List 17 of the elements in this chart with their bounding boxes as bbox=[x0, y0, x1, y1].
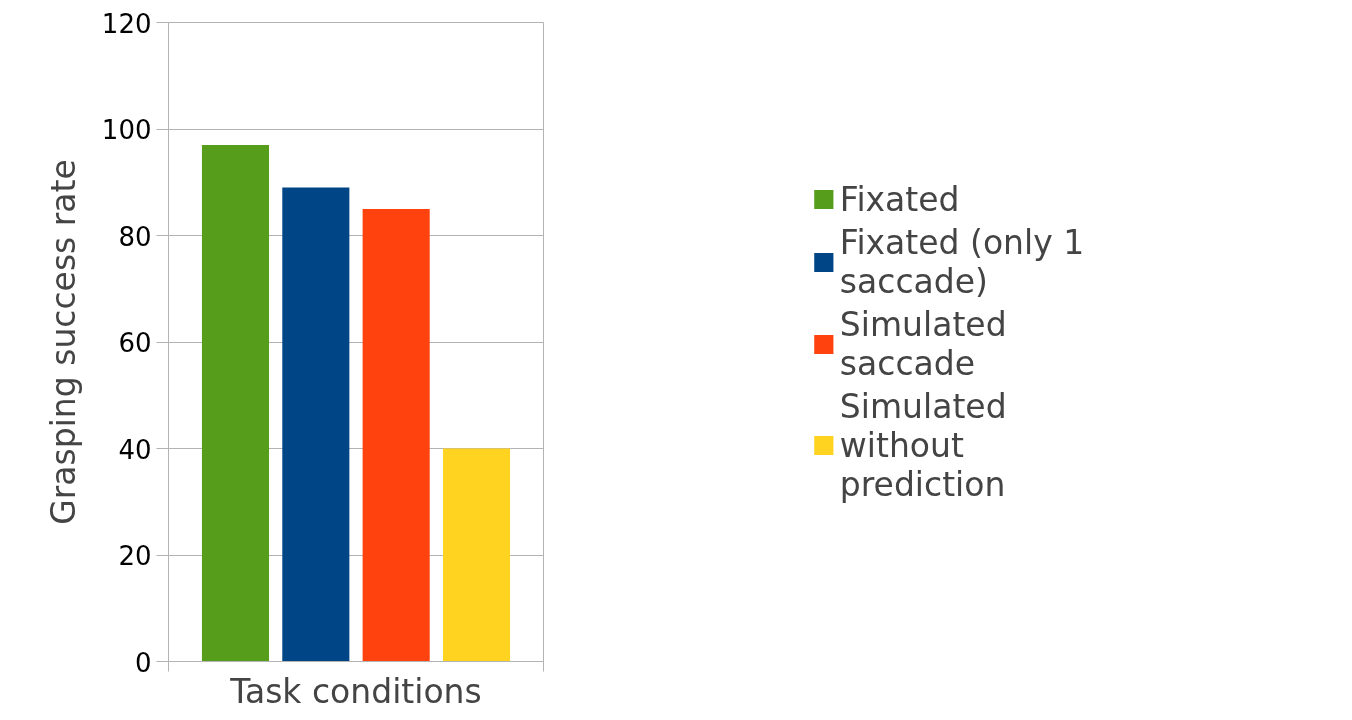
bar bbox=[442, 448, 511, 662]
legend-label: Fixated bbox=[839, 179, 960, 219]
legend-label: Simulated saccade bbox=[839, 304, 1007, 383]
y-axis-title: Grasping success rate bbox=[43, 159, 83, 525]
bar bbox=[362, 208, 430, 662]
y-tick-label: 100 bbox=[101, 115, 152, 145]
legend-label: Fixated (only 1 saccade) bbox=[839, 222, 1085, 301]
bar bbox=[201, 144, 270, 662]
y-tick-label: 120 bbox=[101, 8, 152, 39]
y-tick-label: 40 bbox=[118, 434, 152, 465]
y-tick-label: 20 bbox=[118, 541, 152, 571]
bar bbox=[282, 187, 350, 662]
y-tick-label: 80 bbox=[118, 221, 152, 252]
x-axis-title: Task conditions bbox=[229, 671, 482, 711]
y-tick-label: 60 bbox=[118, 328, 152, 358]
legend-label: Simulated without prediction bbox=[839, 386, 1007, 504]
y-tick-label: 0 bbox=[134, 647, 152, 678]
